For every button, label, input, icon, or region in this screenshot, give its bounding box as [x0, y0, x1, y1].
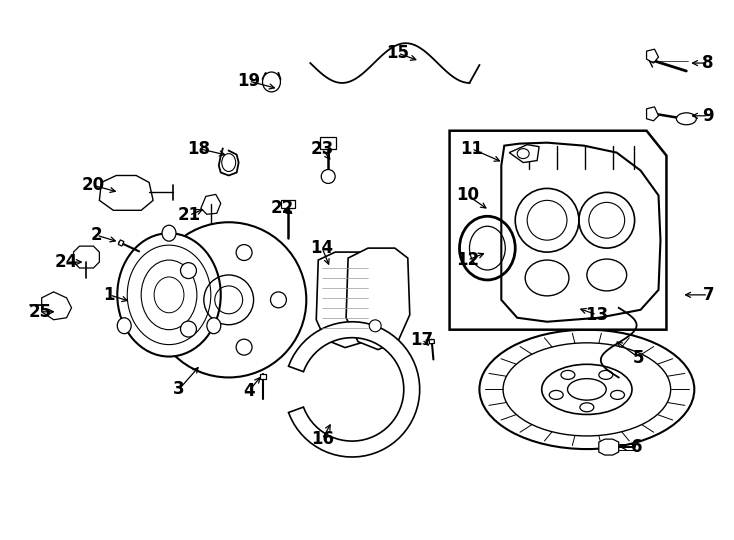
Ellipse shape [181, 262, 197, 279]
Text: 6: 6 [631, 438, 642, 456]
Ellipse shape [207, 318, 221, 334]
Polygon shape [118, 240, 124, 246]
Polygon shape [509, 145, 539, 163]
Ellipse shape [479, 330, 694, 449]
Polygon shape [73, 246, 99, 268]
Ellipse shape [151, 222, 306, 377]
Ellipse shape [321, 170, 335, 184]
Ellipse shape [236, 245, 252, 260]
Text: 4: 4 [243, 382, 255, 400]
Text: 15: 15 [386, 44, 410, 62]
Text: 11: 11 [460, 140, 483, 158]
Ellipse shape [549, 390, 563, 400]
Text: 20: 20 [82, 177, 105, 194]
Text: 14: 14 [310, 239, 334, 257]
Polygon shape [346, 248, 410, 349]
Polygon shape [320, 137, 336, 148]
Text: 8: 8 [702, 54, 714, 72]
Text: 9: 9 [702, 107, 714, 125]
Text: 17: 17 [410, 330, 433, 349]
Ellipse shape [263, 72, 280, 92]
Text: 21: 21 [178, 206, 200, 224]
Text: 5: 5 [633, 348, 644, 367]
Text: 13: 13 [585, 306, 608, 324]
Ellipse shape [561, 370, 575, 380]
Text: 12: 12 [456, 251, 479, 269]
Polygon shape [599, 439, 619, 455]
Polygon shape [501, 143, 661, 322]
Text: 22: 22 [271, 199, 294, 217]
Ellipse shape [599, 370, 613, 380]
Ellipse shape [236, 339, 252, 355]
Text: 24: 24 [55, 253, 79, 271]
Ellipse shape [222, 153, 236, 172]
Ellipse shape [117, 318, 131, 334]
Ellipse shape [369, 320, 381, 332]
Ellipse shape [271, 292, 286, 308]
Polygon shape [449, 131, 666, 330]
Polygon shape [429, 340, 435, 344]
Text: 23: 23 [310, 140, 334, 158]
Polygon shape [99, 176, 153, 210]
Polygon shape [42, 292, 71, 320]
Text: 3: 3 [173, 380, 185, 399]
Polygon shape [281, 200, 295, 208]
Polygon shape [288, 322, 420, 457]
Text: 18: 18 [187, 140, 211, 158]
Ellipse shape [580, 403, 594, 412]
Polygon shape [260, 374, 266, 379]
Polygon shape [647, 49, 658, 63]
Polygon shape [647, 107, 658, 121]
Text: 7: 7 [702, 286, 714, 304]
Polygon shape [316, 252, 375, 348]
Ellipse shape [181, 321, 197, 337]
Text: 25: 25 [28, 303, 51, 321]
Text: 10: 10 [456, 186, 479, 204]
Text: 19: 19 [237, 72, 260, 90]
Text: 2: 2 [90, 226, 102, 244]
Ellipse shape [117, 233, 221, 356]
Text: 1: 1 [103, 286, 115, 304]
Ellipse shape [677, 113, 697, 125]
Ellipse shape [162, 225, 176, 241]
Text: 16: 16 [310, 430, 334, 448]
Ellipse shape [611, 390, 625, 400]
Polygon shape [201, 194, 221, 214]
